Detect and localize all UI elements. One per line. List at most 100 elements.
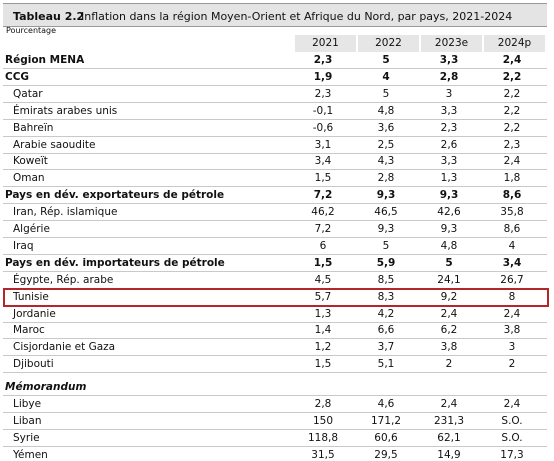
cell: 8,3 bbox=[377, 290, 395, 303]
cell: 9,3 bbox=[439, 189, 459, 202]
cell: 3,7 bbox=[377, 341, 395, 354]
cell: 35,8 bbox=[500, 206, 524, 219]
cell: 2,4 bbox=[503, 307, 521, 320]
cell: 29,5 bbox=[374, 448, 398, 461]
cell: 9,3 bbox=[377, 223, 395, 235]
table-row: Mémorandum bbox=[3, 379, 547, 397]
cell: 2 bbox=[508, 358, 516, 371]
cell: 7,2 bbox=[313, 189, 333, 202]
cell: 1,4 bbox=[314, 324, 332, 337]
cell: 1,3 bbox=[314, 307, 332, 320]
cell: 1,5 bbox=[313, 256, 333, 269]
cell: 2,3 bbox=[503, 138, 521, 151]
cell: 2,4 bbox=[502, 54, 522, 66]
cell: 3 bbox=[445, 87, 453, 100]
cell: 2,4 bbox=[503, 398, 521, 410]
table-row: Iran, Rép. islamique 46,2 46,5 42,6 35,8 bbox=[3, 204, 547, 222]
row-label: Djibouti bbox=[13, 358, 54, 371]
row-label: Cisjordanie et Gaza bbox=[13, 341, 116, 354]
cell: 8,6 bbox=[502, 189, 522, 202]
cell: 3,1 bbox=[314, 138, 332, 151]
cell: 1,5 bbox=[314, 172, 332, 185]
cell: 8,6 bbox=[503, 223, 521, 235]
cell: 2,3 bbox=[314, 87, 332, 100]
cell: -0,1 bbox=[312, 104, 334, 117]
row-label: Libye bbox=[13, 398, 42, 410]
cell: 3,6 bbox=[377, 121, 395, 134]
table-row: Syrie 118,8 60,6 62,1 S.O. bbox=[3, 430, 547, 447]
cell: 4,6 bbox=[377, 398, 395, 410]
table-label: Tableau 2.2 bbox=[13, 10, 85, 23]
cell: 2,2 bbox=[503, 104, 521, 117]
cell: 2,3 bbox=[313, 54, 333, 66]
cell: 3,3 bbox=[440, 155, 458, 168]
table-row: Iraq 6 5 4,8 4 bbox=[3, 238, 547, 255]
table-row: Oman 1,5 2,8 1,3 1,8 bbox=[3, 170, 547, 188]
row-label: Arabie saoudite bbox=[13, 138, 96, 151]
cell: 42,6 bbox=[437, 206, 461, 219]
row-label: Iran, Rép. islamique bbox=[13, 206, 118, 219]
row-label: Iraq bbox=[13, 239, 34, 252]
column-header: 2021 bbox=[295, 35, 356, 52]
table-row: Pays en dév. exportateurs de pétrole 7,2 9… bbox=[3, 187, 547, 205]
cell: 171,2 bbox=[370, 414, 402, 427]
cell: 5 bbox=[382, 87, 390, 100]
cell: 4,2 bbox=[377, 307, 395, 320]
row-label: Oman bbox=[13, 172, 45, 185]
cell: 2,3 bbox=[440, 121, 458, 134]
cell: 4 bbox=[508, 239, 516, 252]
cell: 2,2 bbox=[502, 70, 522, 83]
cell: 2,2 bbox=[503, 121, 521, 134]
cell: 9,3 bbox=[376, 189, 396, 202]
table-row: CCG 1,9 4 2,8 2,2 bbox=[3, 69, 547, 86]
row-label: Émirats arabes unis bbox=[13, 104, 118, 117]
row-label: Bahreïn bbox=[13, 121, 54, 134]
row-label: Égypte, Rép. arabe bbox=[13, 273, 114, 286]
cell: 2,8 bbox=[377, 172, 395, 185]
table-row: Émirats arabes unis -0,1 4,8 3,3 2,2 bbox=[3, 103, 547, 120]
table-row: Koweït 3,4 4,3 3,3 2,4 bbox=[3, 153, 547, 171]
cell: 14,9 bbox=[437, 448, 461, 461]
row-label: Qatar bbox=[13, 87, 43, 100]
cell: 5,7 bbox=[314, 290, 332, 303]
row-label: Jordanie bbox=[13, 307, 56, 320]
header-row: 2021 2022 2023e 2024p bbox=[3, 35, 547, 52]
row-label: Mémorandum bbox=[5, 381, 87, 394]
row-label: Liban bbox=[13, 414, 42, 427]
row-label: Maroc bbox=[13, 324, 45, 337]
table-row: Région MENA 2,3 5 3,3 2,4 bbox=[3, 52, 547, 69]
table-title: Inflation dans la région Moyen-Orient et… bbox=[81, 10, 513, 23]
cell: 17,3 bbox=[500, 448, 524, 461]
cell: 7,2 bbox=[314, 223, 332, 235]
cell: 4,5 bbox=[314, 273, 332, 286]
cell: 46,5 bbox=[374, 206, 398, 219]
cell: 26,7 bbox=[500, 273, 524, 286]
unit-note: Pourcentage bbox=[6, 26, 57, 35]
cell: 3,4 bbox=[314, 155, 332, 168]
row-label: Pays en dév. exportateurs de pétrole bbox=[5, 189, 225, 202]
cell: 2 bbox=[445, 358, 453, 371]
cell: 4 bbox=[382, 70, 390, 83]
cell: 60,6 bbox=[374, 431, 398, 444]
cell: 2,6 bbox=[440, 138, 458, 151]
table-row: Yémen 31,5 29,5 14,9 17,3 bbox=[3, 447, 547, 461]
cell: 3,3 bbox=[439, 54, 459, 66]
cell: 9,2 bbox=[440, 290, 458, 303]
cell: 46,2 bbox=[311, 206, 335, 219]
cell: 9,3 bbox=[440, 223, 458, 235]
cell: 3 bbox=[508, 341, 516, 354]
table-row: Qatar 2,3 5 3 2,2 bbox=[3, 86, 547, 103]
row-label: Tunisie bbox=[13, 290, 49, 303]
row-label: Région MENA bbox=[5, 54, 85, 66]
cell: S.O. bbox=[501, 414, 523, 427]
row-label: CCG bbox=[5, 70, 30, 83]
cell: 231,3 bbox=[433, 414, 465, 427]
cell: 6 bbox=[319, 239, 327, 252]
cell: 5 bbox=[445, 256, 453, 269]
cell: 3,8 bbox=[440, 341, 458, 354]
column-header: 2023e bbox=[421, 35, 482, 52]
cell: 6,2 bbox=[440, 324, 458, 337]
row-label: Algérie bbox=[13, 223, 50, 235]
cell: 4,8 bbox=[440, 239, 458, 252]
